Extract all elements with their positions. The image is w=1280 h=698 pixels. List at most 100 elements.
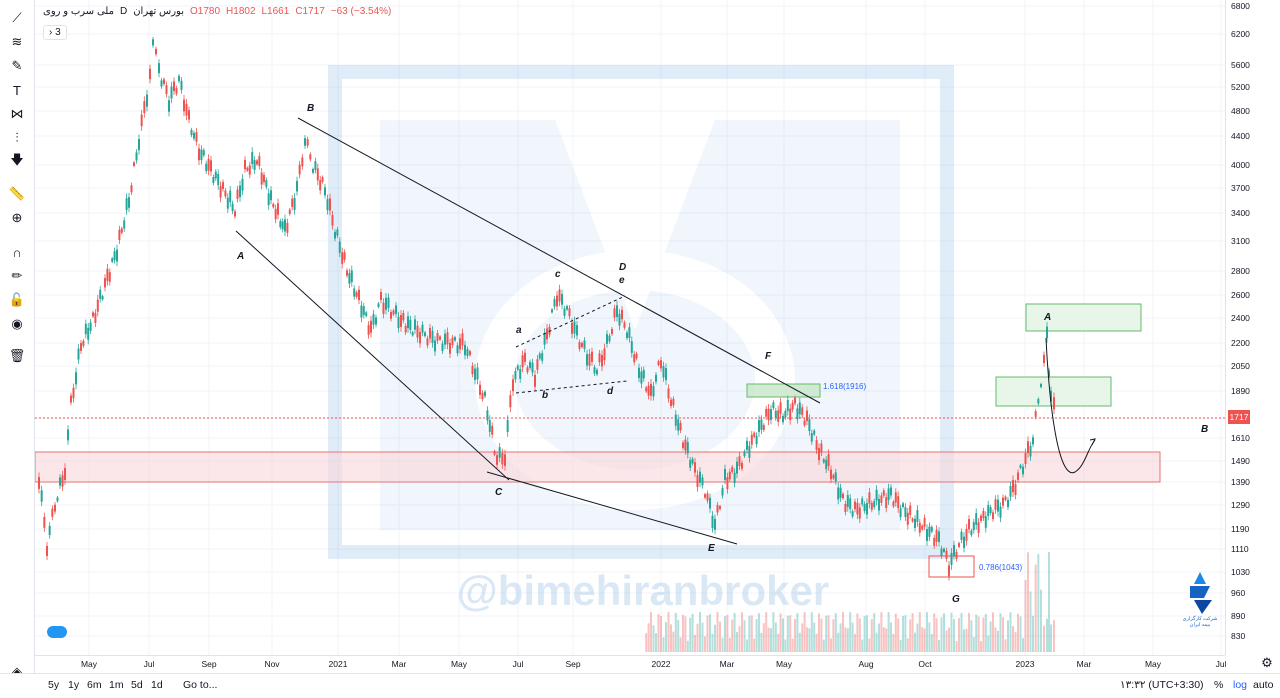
- candle-body: [682, 442, 684, 449]
- volume-bar: [1040, 589, 1042, 652]
- candle-body: [229, 190, 232, 203]
- candle-body: [61, 475, 64, 487]
- candle-body: [466, 349, 469, 356]
- auto-scale-button[interactable]: auto: [1253, 679, 1274, 691]
- goto-button[interactable]: Go to...: [183, 679, 218, 691]
- candle-body: [239, 185, 241, 198]
- volume-bar: [682, 614, 684, 652]
- price-axis[interactable]: 6800 6200 5600 5200 4800 4400 4000 3700 3400 3100…: [1225, 0, 1280, 655]
- volume-bar: [923, 628, 926, 652]
- fib-zone-upper[interactable]: [746, 383, 821, 398]
- range-6m[interactable]: 6m: [87, 679, 102, 691]
- range-5y[interactable]: 5y: [48, 679, 60, 691]
- volume-bar: [933, 613, 936, 652]
- time-axis[interactable]: May Jul Sep Nov 2021 Mar May Jul Sep 2022 Mar May Au…: [35, 655, 1226, 674]
- legend-interval[interactable]: D: [119, 6, 128, 17]
- candle-body: [1048, 370, 1050, 378]
- layers-icon[interactable]: ◈: [12, 664, 22, 679]
- range-1y[interactable]: 1y: [68, 679, 80, 691]
- log-scale-button[interactable]: log: [1233, 679, 1248, 691]
- eye-icon[interactable]: ◉: [11, 316, 23, 331]
- fib-icon[interactable]: ≋: [11, 34, 23, 49]
- brush-icon[interactable]: ✎: [11, 58, 23, 73]
- gear-icon[interactable]: ⚙: [1261, 655, 1273, 670]
- candle-body: [748, 445, 751, 458]
- candle-body: [501, 453, 504, 465]
- indicator-toggle-button[interactable]: › 3: [43, 25, 67, 40]
- candle-body: [832, 474, 835, 479]
- price-chart[interactable]: @bimehiranbroker A B C D E: [35, 0, 1225, 655]
- pattern-icon[interactable]: ⋈: [10, 106, 24, 121]
- candle-body: [782, 415, 784, 423]
- candle-body: [640, 371, 643, 384]
- ruler-icon[interactable]: 📏: [8, 186, 26, 201]
- candle-body: [911, 518, 914, 522]
- candle-body: [509, 395, 512, 408]
- range-1d[interactable]: 1d: [151, 679, 163, 691]
- candle-body: [304, 138, 306, 146]
- candle-body: [798, 402, 801, 415]
- range-5d[interactable]: 5d: [131, 679, 143, 691]
- trend-line-icon[interactable]: ⟋: [12, 10, 22, 25]
- cloud-logo-icon[interactable]: [47, 626, 67, 638]
- candle-body: [195, 132, 198, 142]
- candle-body: [902, 503, 904, 507]
- lock-icon[interactable]: 🔓: [8, 292, 26, 307]
- arrow-down-icon[interactable]: 🡇: [10, 152, 24, 167]
- candle-body: [875, 489, 878, 501]
- candle-body: [260, 172, 263, 185]
- volume-bar: [984, 613, 987, 652]
- trend-lines[interactable]: [235, 117, 1096, 545]
- target-box-1[interactable]: [1025, 303, 1142, 332]
- measure-icon[interactable]: ⫶: [15, 130, 19, 145]
- candle-body: [1034, 411, 1037, 417]
- time-tick-label: Mar: [1076, 659, 1092, 669]
- clock-display[interactable]: ۱۳:۳۲ (UTC+3:30): [1120, 679, 1204, 691]
- zoom-icon[interactable]: ⊕: [11, 210, 23, 225]
- support-zone[interactable]: [35, 451, 1161, 483]
- text-icon[interactable]: T: [13, 82, 21, 98]
- volume-bar: [647, 623, 650, 652]
- candle-body: [866, 503, 868, 515]
- volume-bar: [897, 618, 900, 652]
- candle-body: [743, 451, 746, 457]
- candle-body: [813, 430, 816, 435]
- wave-label-a: a: [516, 325, 522, 336]
- time-tick-label: May: [775, 659, 793, 669]
- candle-body: [89, 322, 92, 331]
- volume-bar: [779, 613, 782, 652]
- candle-body: [765, 408, 768, 417]
- candle-body: [992, 512, 994, 520]
- legend-symbol[interactable]: ملی سرب و روی: [43, 6, 114, 17]
- candle-body: [348, 273, 351, 284]
- candle-body: [431, 330, 434, 343]
- candle-body: [1002, 497, 1004, 506]
- lock-drawing-icon[interactable]: ✏: [11, 268, 23, 283]
- candle-body: [372, 314, 375, 325]
- candle-body: [844, 503, 847, 513]
- candle-body: [355, 292, 358, 297]
- volume-bar: [679, 637, 682, 652]
- candle-body: [755, 435, 758, 445]
- magnet-icon[interactable]: ∩: [12, 244, 22, 260]
- symbol-legend[interactable]: ملی سرب و روی D بورس تهران O1780 H1802 L…: [43, 6, 391, 17]
- candle-body: [353, 288, 356, 297]
- chart-pane[interactable]: @bimehiranbroker A B C D E: [35, 0, 1225, 655]
- volume-bar: [875, 632, 878, 652]
- volume-bar: [691, 613, 694, 652]
- volume-bar: [935, 618, 938, 652]
- price-tick-label: 2050: [1231, 361, 1250, 371]
- candle-body: [165, 85, 168, 95]
- price-tick-label: 2200: [1231, 338, 1250, 348]
- volume-bar: [928, 622, 931, 652]
- price-tick-label: 6800: [1231, 1, 1250, 11]
- candle-body: [382, 302, 385, 314]
- trash-icon[interactable]: 🗑: [8, 348, 26, 363]
- range-1m[interactable]: 1m: [109, 679, 124, 691]
- volume-bar: [733, 612, 736, 652]
- candle-body: [538, 353, 541, 359]
- candle-body: [444, 333, 446, 345]
- candle-body: [516, 365, 519, 370]
- candle-body: [977, 522, 980, 533]
- percent-scale-button[interactable]: %: [1214, 679, 1224, 691]
